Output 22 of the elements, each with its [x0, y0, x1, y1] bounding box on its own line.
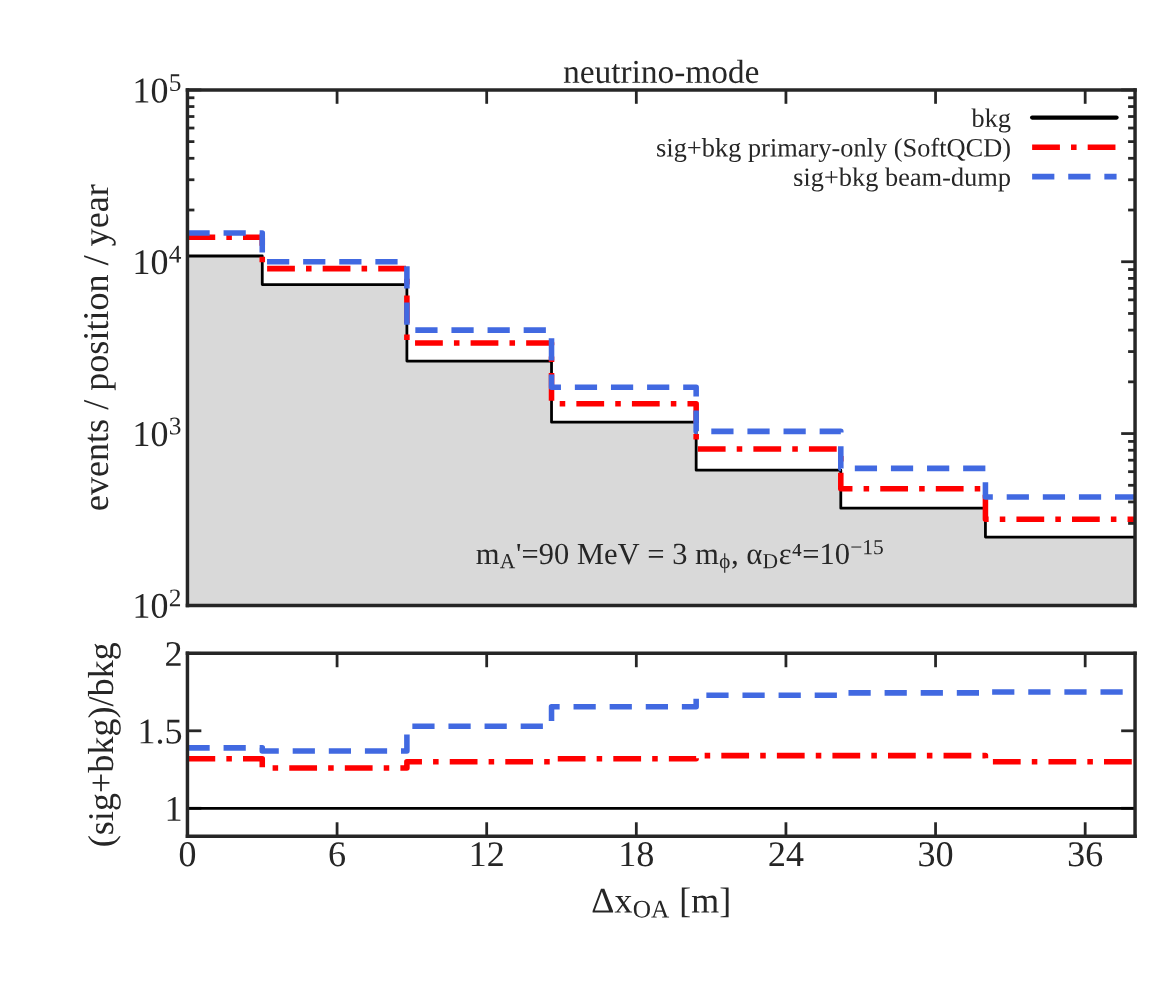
x-tick-label: 6 [329, 842, 346, 867]
y-tick-label: 2 [166, 641, 181, 666]
y-axis-title: events / position / year [84, 184, 116, 510]
y-tick-label: 10$^{4}$ [135, 245, 182, 275]
x-tick-label: 18 [621, 842, 653, 867]
x-tick-label: 36 [1068, 842, 1103, 867]
x-tick-label: 24 [769, 842, 804, 867]
y-tick-label: 10$^{5}$ [135, 74, 181, 103]
y-tick-label: 10$^{2}$ [135, 589, 181, 619]
x-tick-label: 12 [471, 842, 503, 867]
annotation: m$_{A}$'=90 MeV = 3 m$_{ϕ}$, α$_{D}$ε⁴=10$^{−15}$ [476, 540, 883, 573]
legend-label: bkg [971, 108, 1011, 133]
y-axis-title: (sig+bkg)/bkg [87, 642, 121, 846]
legend-label: sig+bkg beam-dump [794, 167, 1010, 192]
x-tick-label: 30 [919, 842, 953, 867]
x-axis-title: Δx$_{OA}$ [m] [592, 887, 729, 918]
y-tick-label: 1.5 [140, 719, 182, 744]
chart-title: neutrino-mode [563, 59, 759, 84]
legend-label: sig+bkg primary-only (SoftQCD) [657, 137, 1010, 163]
x-tick-label: 0 [179, 842, 196, 867]
y-tick-label: 10$^{3}$ [135, 417, 181, 447]
y-tick-label: 1 [167, 796, 181, 821]
